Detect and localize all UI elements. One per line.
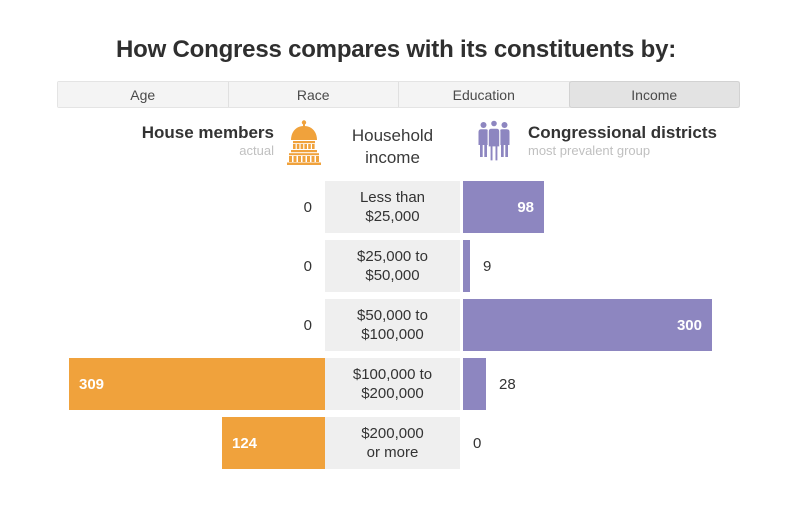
legend-house-members-title: House members <box>141 123 274 142</box>
legend-congressional-districts: Congressional districts most prevalent g… <box>460 117 740 170</box>
house-members-cell: 309 <box>57 358 325 410</box>
bar-value-label: 300 <box>676 316 702 334</box>
congressional-districts-cell: 9 <box>460 240 740 292</box>
congressional-districts-bar: 300 <box>463 299 712 351</box>
chart-legend: House members actual <box>57 117 740 173</box>
house-members-bar: 124 <box>222 417 325 469</box>
tab-income[interactable]: Income <box>568 81 740 108</box>
income-category-label: $200,000 or more <box>325 417 460 469</box>
bar-value-label: 0 <box>303 316 312 334</box>
legend-house-members-text: House members actual <box>142 117 274 159</box>
house-members-cell: 0 <box>57 181 325 233</box>
legend-congressional-districts-title: Congressional districts <box>528 123 717 142</box>
legend-congressional-districts-subtitle: most prevalent group <box>528 143 651 158</box>
tab-age[interactable]: Age <box>58 82 229 107</box>
bar-value-label: 9 <box>483 257 492 275</box>
house-members-cell: 0 <box>57 240 325 292</box>
income-category-label: $100,000 to $200,000 <box>325 358 460 410</box>
bar-value-label: 309 <box>79 375 105 393</box>
congressional-districts-cell: 28 <box>460 358 740 410</box>
page-title: How Congress compares with its constitue… <box>115 36 677 63</box>
legend-house-members: House members actual <box>57 117 325 172</box>
center-axis-title: Household income <box>351 126 434 167</box>
capitol-icon <box>283 119 325 172</box>
tab-race[interactable]: Race <box>228 82 399 107</box>
congressional-districts-bar <box>463 240 470 292</box>
chart-row: 309 $100,000 to $200,000 28 <box>57 358 740 410</box>
house-members-cell: 0 <box>57 299 325 351</box>
income-category-label: $50,000 to $100,000 <box>325 299 460 351</box>
income-category-label: Less than $25,000 <box>325 181 460 233</box>
chart-row: 124 $200,000 or more 0 <box>57 417 740 469</box>
diverging-bar-chart: 0 Less than $25,000 98 0 $25,000 to $50,000 9 0 $… <box>57 181 740 469</box>
congressional-districts-cell: 300 <box>460 299 740 351</box>
bar-value-label: 124 <box>232 434 258 452</box>
congressional-districts-bar <box>463 358 486 410</box>
tab-education[interactable]: Education <box>399 82 570 107</box>
house-members-cell: 124 <box>57 417 325 469</box>
legend-congressional-districts-text: Congressional districts most prevalent g… <box>528 117 717 159</box>
chart-row: 0 Less than $25,000 98 <box>57 181 740 233</box>
house-members-bar: 309 <box>69 358 325 410</box>
congressional-districts-cell: 98 <box>460 181 740 233</box>
bar-value-label: 0 <box>303 198 312 216</box>
bar-value-label: 0 <box>303 257 312 275</box>
chart-row: 0 $50,000 to $100,000 300 <box>57 299 740 351</box>
legend-house-members-subtitle: actual <box>239 143 274 158</box>
congressional-districts-cell: 0 <box>460 417 740 469</box>
bar-value-label: 28 <box>499 375 516 393</box>
bar-value-label: 98 <box>517 198 534 216</box>
bar-value-label: 0 <box>473 434 482 452</box>
chart-row: 0 $25,000 to $50,000 9 <box>57 240 740 292</box>
tab-bar: Age Race Education Income <box>57 81 740 108</box>
people-group-icon <box>477 119 511 170</box>
congressional-districts-bar: 98 <box>463 181 544 233</box>
income-category-label: $25,000 to $50,000 <box>325 240 460 292</box>
